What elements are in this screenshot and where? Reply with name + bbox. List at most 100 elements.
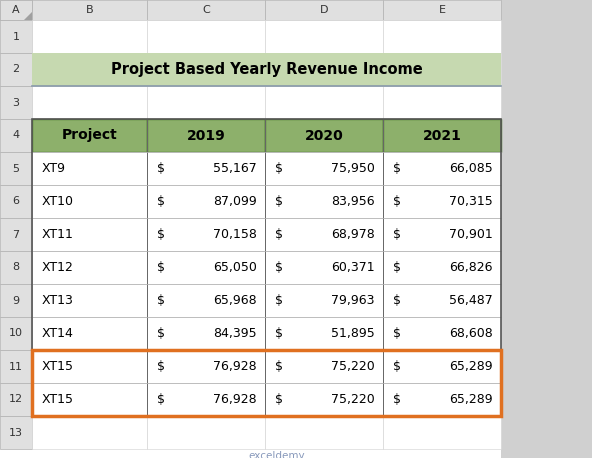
Bar bbox=[147, 284, 265, 317]
Text: 2019: 2019 bbox=[186, 129, 226, 142]
Bar bbox=[147, 86, 265, 119]
Bar bbox=[147, 317, 265, 350]
Bar bbox=[265, 350, 383, 383]
Text: 7: 7 bbox=[12, 229, 20, 240]
Bar bbox=[32, 20, 147, 53]
Bar bbox=[32, 152, 147, 185]
Text: $: $ bbox=[275, 360, 283, 373]
Bar bbox=[147, 218, 265, 251]
Text: 84,395: 84,395 bbox=[213, 327, 257, 340]
Text: 76,928: 76,928 bbox=[213, 360, 257, 373]
Text: 2020: 2020 bbox=[305, 129, 343, 142]
Bar bbox=[383, 185, 501, 218]
Text: D: D bbox=[320, 5, 328, 15]
Text: 9: 9 bbox=[12, 295, 20, 305]
Bar bbox=[0, 0, 32, 20]
Text: 75,220: 75,220 bbox=[332, 360, 375, 373]
Bar bbox=[147, 152, 265, 185]
Text: XT9: XT9 bbox=[42, 162, 66, 175]
Text: 70,901: 70,901 bbox=[449, 228, 493, 241]
Text: 5: 5 bbox=[12, 164, 20, 174]
Bar bbox=[383, 383, 501, 416]
Bar bbox=[32, 251, 147, 284]
Text: 75,220: 75,220 bbox=[332, 393, 375, 406]
Bar bbox=[265, 119, 383, 152]
Bar bbox=[265, 350, 383, 383]
Text: XT11: XT11 bbox=[42, 228, 74, 241]
Bar bbox=[0, 350, 32, 383]
Text: exceldemy: exceldemy bbox=[248, 451, 305, 458]
Text: $: $ bbox=[275, 327, 283, 340]
Text: 76,928: 76,928 bbox=[213, 393, 257, 406]
Bar bbox=[147, 119, 265, 152]
Bar bbox=[32, 0, 147, 20]
Bar bbox=[32, 284, 147, 317]
Bar bbox=[147, 350, 265, 383]
Text: $: $ bbox=[275, 261, 283, 274]
Bar bbox=[383, 284, 501, 317]
Bar bbox=[265, 152, 383, 185]
Bar bbox=[147, 317, 265, 350]
Bar bbox=[32, 218, 147, 251]
Text: $: $ bbox=[393, 261, 401, 274]
Text: 4: 4 bbox=[12, 131, 20, 141]
Bar bbox=[32, 119, 147, 152]
Text: 65,968: 65,968 bbox=[213, 294, 257, 307]
Bar bbox=[0, 53, 32, 86]
Text: XT10: XT10 bbox=[42, 195, 74, 208]
Bar bbox=[383, 218, 501, 251]
Text: XT15: XT15 bbox=[42, 393, 74, 406]
Bar bbox=[0, 0, 32, 20]
Bar bbox=[147, 185, 265, 218]
Bar bbox=[265, 251, 383, 284]
Text: $: $ bbox=[157, 393, 165, 406]
Bar bbox=[265, 284, 383, 317]
Bar bbox=[147, 20, 265, 53]
Text: 6: 6 bbox=[12, 196, 20, 207]
Bar bbox=[147, 251, 265, 284]
Bar bbox=[0, 0, 501, 458]
Bar bbox=[265, 0, 383, 20]
Bar bbox=[383, 218, 501, 251]
Text: 10: 10 bbox=[9, 328, 23, 338]
Text: 56,487: 56,487 bbox=[449, 294, 493, 307]
Bar bbox=[32, 53, 147, 86]
Bar bbox=[383, 152, 501, 185]
Bar bbox=[32, 119, 147, 152]
Bar bbox=[383, 119, 501, 152]
Bar bbox=[383, 251, 501, 284]
Bar bbox=[265, 317, 383, 350]
Text: 70,315: 70,315 bbox=[449, 195, 493, 208]
Bar bbox=[0, 383, 32, 416]
Bar bbox=[383, 53, 501, 86]
Bar bbox=[265, 119, 383, 152]
Bar bbox=[32, 86, 147, 119]
Bar bbox=[147, 251, 265, 284]
Bar bbox=[265, 383, 383, 416]
Bar bbox=[147, 218, 265, 251]
Bar bbox=[32, 350, 501, 416]
Bar bbox=[32, 350, 147, 383]
Text: $: $ bbox=[157, 327, 165, 340]
Bar bbox=[383, 185, 501, 218]
Text: $: $ bbox=[275, 162, 283, 175]
Bar bbox=[0, 251, 32, 284]
Bar bbox=[0, 152, 32, 185]
Bar bbox=[0, 284, 32, 317]
Bar bbox=[383, 350, 501, 383]
Text: $: $ bbox=[157, 360, 165, 373]
Text: $: $ bbox=[157, 294, 165, 307]
Text: 79,963: 79,963 bbox=[332, 294, 375, 307]
Bar bbox=[265, 416, 383, 449]
Text: $: $ bbox=[393, 393, 401, 406]
Bar bbox=[265, 218, 383, 251]
Text: Project Based Yearly Revenue Income: Project Based Yearly Revenue Income bbox=[111, 62, 422, 77]
Bar bbox=[32, 383, 147, 416]
Bar bbox=[147, 383, 265, 416]
Bar bbox=[147, 284, 265, 317]
Bar bbox=[0, 185, 32, 218]
Text: B: B bbox=[86, 5, 94, 15]
Text: 66,826: 66,826 bbox=[449, 261, 493, 274]
Text: E: E bbox=[439, 5, 446, 15]
Text: 8: 8 bbox=[12, 262, 20, 273]
